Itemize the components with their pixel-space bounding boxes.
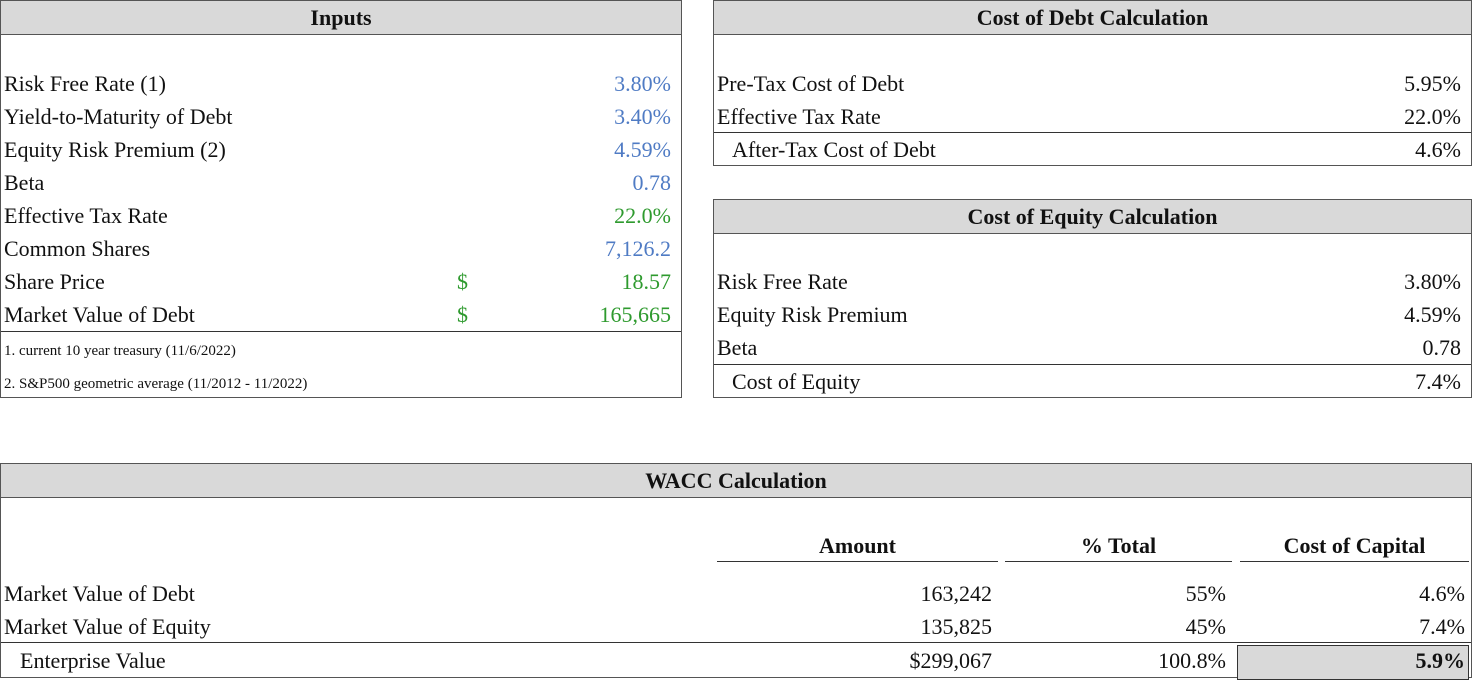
input-label: Market Value of Debt xyxy=(4,302,195,327)
footnote: 2. S&P500 geometric average (11/2012 - 1… xyxy=(4,376,308,392)
input-value: 18.57 xyxy=(621,269,672,294)
input-label: Share Price xyxy=(4,269,105,294)
section-title: Cost of Equity Calculation xyxy=(714,200,1471,234)
debt-label: Pre-Tax Cost of Debt xyxy=(717,71,905,96)
wacc-row-amount: 135,825 xyxy=(920,614,993,639)
inputs-panel: Inputs Risk Free Rate (1) 3.80% Yield-to-Ma… xyxy=(0,0,682,398)
input-label: Common Shares xyxy=(4,236,151,261)
column-header: Amount xyxy=(717,531,998,562)
divider xyxy=(1,331,681,332)
wacc-row-cost: 4.6% xyxy=(1419,581,1465,606)
debt-label: Effective Tax Rate xyxy=(717,104,881,129)
wacc-panel: WACC Calculation Amount% Total Cost of Cap… xyxy=(0,463,1472,680)
input-label: Effective Tax Rate xyxy=(4,203,168,228)
cost-of-debt-panel: Cost of Debt Calculation Pre-Tax Cost of … xyxy=(713,0,1472,166)
input-value: 165,665 xyxy=(599,302,672,327)
input-value: 0.78 xyxy=(632,170,672,195)
wacc-total-cost: 5.9% xyxy=(1415,648,1466,673)
section-title: Inputs xyxy=(1,1,681,35)
input-label: Yield-to-Maturity of Debt xyxy=(4,104,233,129)
input-value: 4.59% xyxy=(614,137,671,162)
equity-total-value: 7.4% xyxy=(1415,369,1461,394)
divider xyxy=(714,364,1471,365)
equity-total-label: Cost of Equity xyxy=(732,369,861,394)
divider xyxy=(1,642,1471,643)
wacc-row-pct: 45% xyxy=(1185,614,1226,639)
input-value: 7,126.2 xyxy=(605,236,671,261)
equity-label: Beta xyxy=(717,335,758,360)
equity-value: 3.80% xyxy=(1404,269,1461,294)
equity-label: Equity Risk Premium xyxy=(717,302,908,327)
cost-of-equity-panel: Cost of Equity Calculation Risk Free Rate… xyxy=(713,199,1472,398)
wacc-total-amount: $299,067 xyxy=(909,648,993,673)
debt-total-label: After-Tax Cost of Debt xyxy=(732,137,936,162)
equity-label: Risk Free Rate xyxy=(717,269,848,294)
debt-value: 5.95% xyxy=(1404,71,1461,96)
input-value: 3.40% xyxy=(614,104,671,129)
section-title: Cost of Debt Calculation xyxy=(714,1,1471,35)
divider xyxy=(714,132,1471,133)
column-header: % Total xyxy=(1005,531,1232,562)
debt-total-value: 4.6% xyxy=(1415,137,1461,162)
currency-symbol: $ xyxy=(457,302,468,327)
wacc-row-amount: 163,242 xyxy=(920,581,993,606)
section-title: WACC Calculation xyxy=(1,464,1471,498)
currency-symbol: $ xyxy=(457,269,468,294)
wacc-row-pct: 55% xyxy=(1185,581,1226,606)
wacc-row-label: Market Value of Equity xyxy=(4,614,211,639)
footnote: 1. current 10 year treasury (11/6/2022) xyxy=(4,343,236,359)
wacc-row-cost: 7.4% xyxy=(1419,614,1465,639)
wacc-total-label: Enterprise Value xyxy=(20,648,166,673)
input-value: 3.80% xyxy=(614,71,671,96)
input-label: Beta xyxy=(4,170,45,195)
wacc-row-label: Market Value of Debt xyxy=(4,581,195,606)
input-label: Risk Free Rate (1) xyxy=(4,71,166,96)
equity-value: 0.78 xyxy=(1422,335,1462,360)
input-value: 22.0% xyxy=(614,203,671,228)
column-header: Cost of Capital xyxy=(1240,531,1469,562)
debt-value: 22.0% xyxy=(1404,104,1461,129)
input-label: Equity Risk Premium (2) xyxy=(4,137,226,162)
equity-value: 4.59% xyxy=(1404,302,1461,327)
wacc-total-pct: 100.8% xyxy=(1158,648,1226,673)
